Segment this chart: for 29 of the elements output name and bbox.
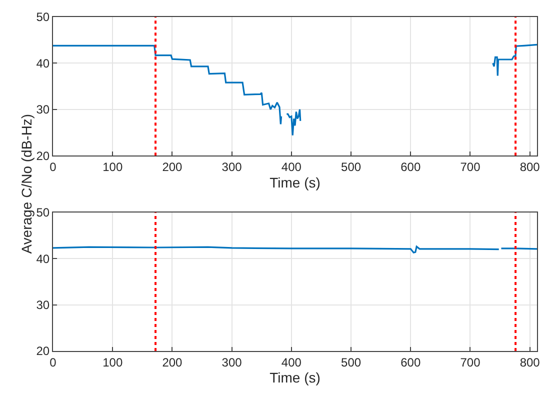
y-tick-label: 40 [36,252,50,266]
x-tick-label: 800 [520,160,540,174]
y-tick-label: 20 [36,148,50,163]
x-tick-label: 300 [222,355,242,370]
y-tick-label: 30 [36,298,50,312]
x-tick-label: 800 [520,355,540,370]
y-tick-label: 20 [36,344,50,358]
x-tick-label: 0 [50,355,57,370]
x-tick-label: 0 [50,160,57,174]
x-tick-label: 500 [341,355,362,370]
x-tick-label: 400 [281,160,302,174]
x-tick-label: 600 [400,355,421,370]
x-tick-label: 100 [102,355,123,370]
y-tick-label: 30 [36,102,50,117]
x-tick-label: 300 [222,160,242,174]
x-tick-label: 200 [162,355,183,370]
x-axis-title: Time (s) [270,370,320,386]
x-tick-label: 100 [102,160,123,174]
x-tick-label: 600 [400,160,421,174]
y-tick-label: 50 [36,206,50,220]
y-axis-title: Average C/No (dB-Hz) [18,114,35,254]
x-tick-label: 400 [281,355,302,370]
x-tick-label: 700 [460,160,481,174]
x-axis-title: Time (s) [270,174,320,190]
y-tick-label: 50 [36,10,50,24]
x-tick-label: 700 [460,355,481,370]
x-tick-label: 200 [162,160,183,174]
y-tick-label: 40 [36,56,50,70]
x-tick-label: 500 [341,160,362,174]
